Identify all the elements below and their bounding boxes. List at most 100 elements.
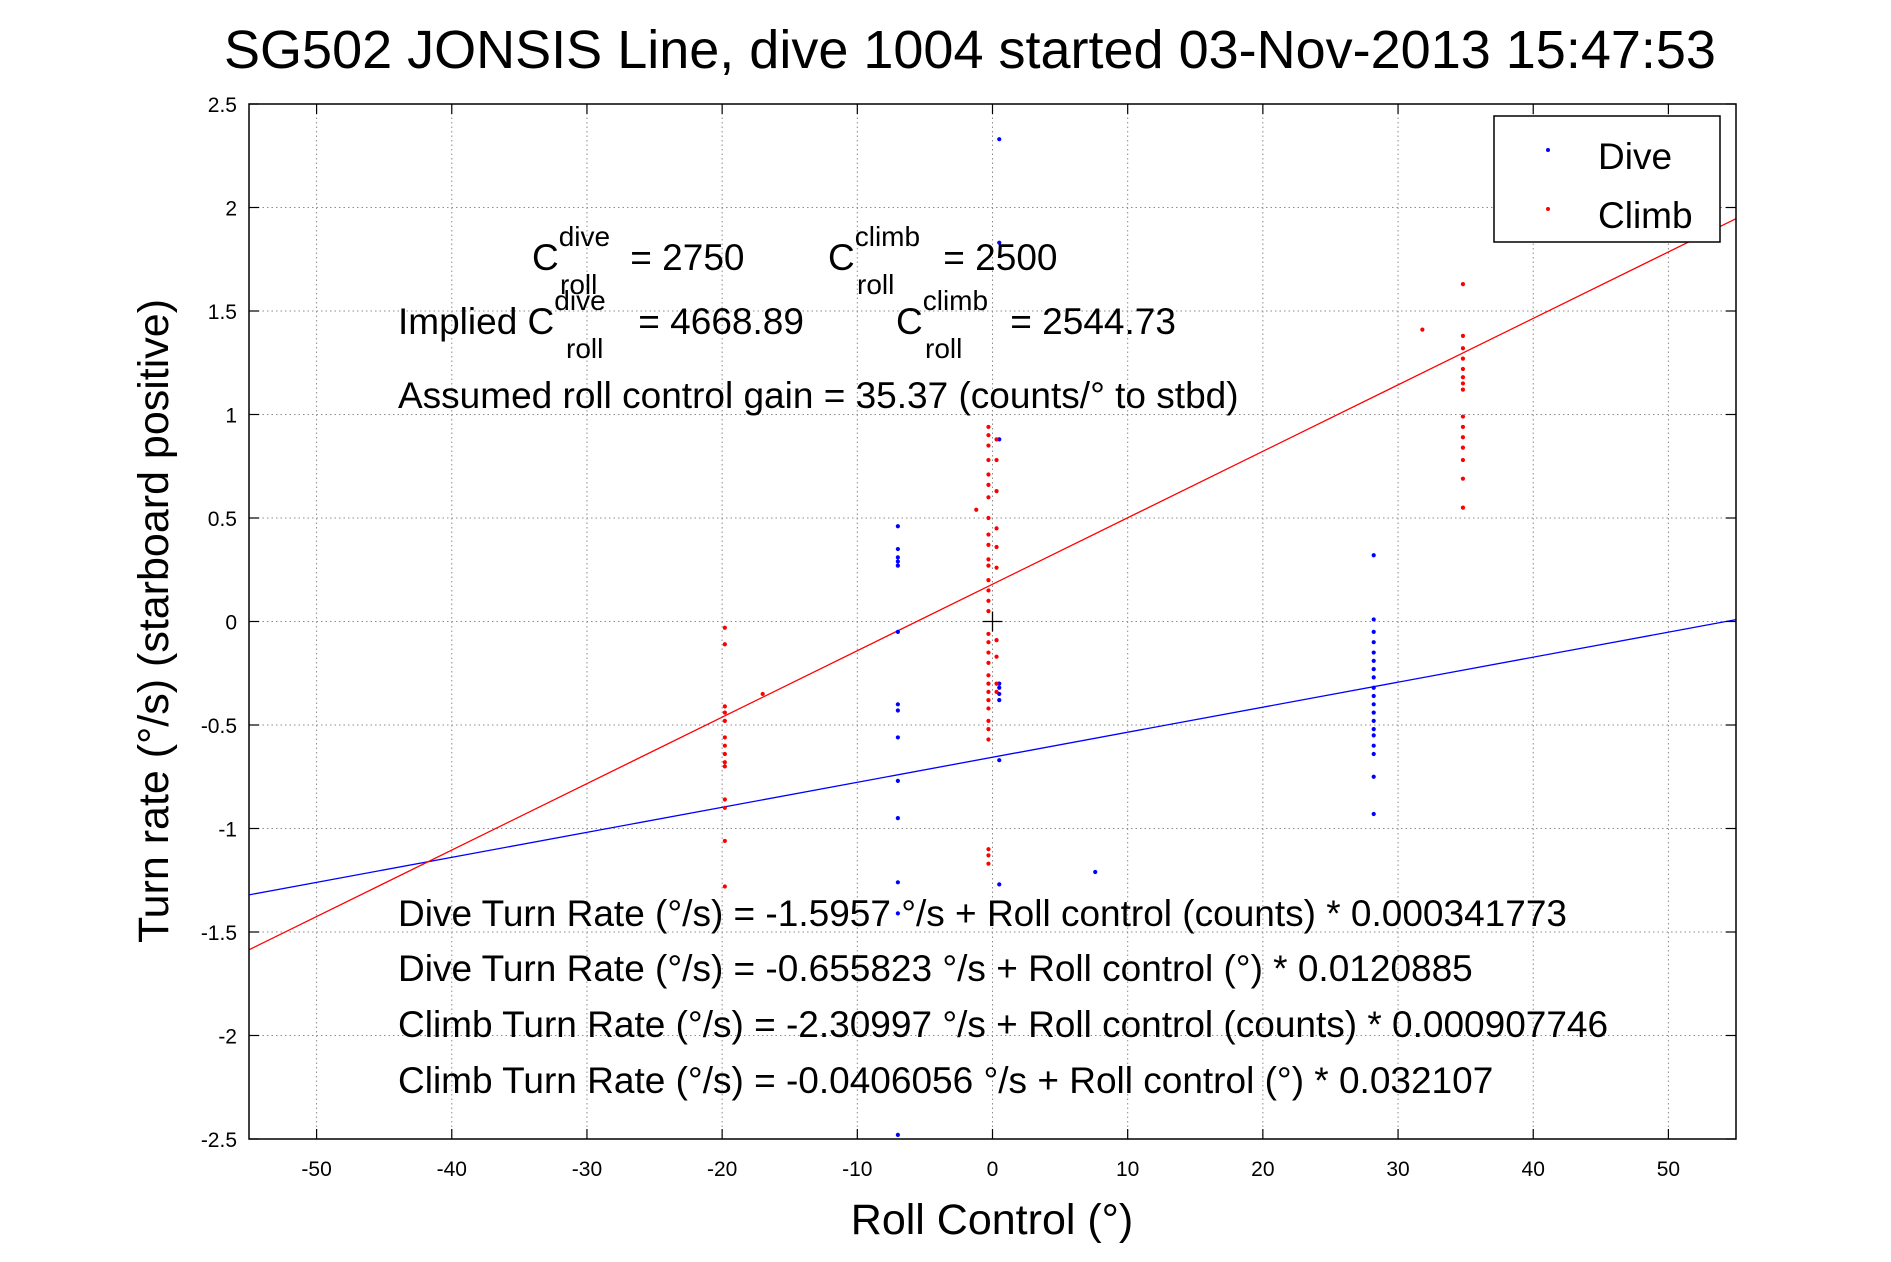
x-tick-label: -30 xyxy=(572,1158,602,1181)
dive-data-point xyxy=(895,702,900,707)
y-tick-label: -0.5 xyxy=(201,715,237,738)
climb-data-point xyxy=(994,544,999,550)
climb-data-point xyxy=(986,563,991,568)
dive-counts-equation: Dive Turn Rate (°/s) = -1.5957 °/s + Rol… xyxy=(398,893,1567,934)
origin-cross-marker xyxy=(982,611,1003,632)
climb-data-point xyxy=(994,689,999,694)
implied-dive-sup: dive xyxy=(554,285,605,316)
dive-data-point xyxy=(895,880,900,885)
climb-data-point xyxy=(994,681,999,686)
climb-data-point xyxy=(1460,476,1466,481)
c-dive-base: C xyxy=(532,237,559,278)
y-axis-label: Turn rate (°/s) (starboard positive) xyxy=(130,299,178,943)
x-axis-label: Roll Control (°) xyxy=(851,1196,1133,1244)
y-tick-label: -1 xyxy=(218,819,237,842)
implied-climb-sub: roll xyxy=(925,333,962,364)
climb-data-point xyxy=(1460,333,1466,338)
climb-data-point xyxy=(986,495,991,500)
implied-dive-value: = 4668.89 xyxy=(628,301,804,342)
climb-data-point xyxy=(986,609,991,614)
dive-data-point xyxy=(1371,553,1376,558)
dive-data-point xyxy=(1371,640,1376,645)
climb-data-point xyxy=(1460,424,1466,430)
climb-data-point xyxy=(986,706,991,711)
climb-data-point xyxy=(1460,414,1466,419)
dive-data-point xyxy=(1371,811,1376,817)
climb-data-point xyxy=(986,681,991,686)
climb-data-point xyxy=(986,433,991,438)
climb-data-point xyxy=(1460,375,1466,380)
dive-data-point xyxy=(997,137,1002,142)
dive-fit-line xyxy=(248,618,1737,896)
climb-data-point xyxy=(986,578,991,583)
dive-data-point xyxy=(1371,650,1376,655)
x-tick-label: 50 xyxy=(1657,1158,1680,1181)
dive-data-point xyxy=(997,685,1002,690)
climb-degrees-equation: Climb Turn Rate (°/s) = -0.0406056 °/s +… xyxy=(398,1060,1493,1101)
climb-data-point xyxy=(986,853,991,858)
dive-data-point xyxy=(1371,617,1376,622)
gain-annotation: Assumed roll control gain = 35.37 (count… xyxy=(398,375,1239,416)
climb-data-point xyxy=(986,557,991,562)
climb-data-point xyxy=(986,588,991,593)
climb-data-point xyxy=(994,437,999,442)
climb-data-point xyxy=(722,743,727,748)
dive-data-point xyxy=(1371,751,1376,757)
climb-data-point xyxy=(722,704,727,709)
climb-data-point xyxy=(994,638,999,643)
climb-data-point xyxy=(722,797,727,802)
x-tick-label: -40 xyxy=(437,1158,467,1181)
dive-data-point xyxy=(1371,702,1376,707)
c-dive-sub: roll xyxy=(560,269,597,300)
x-tick-label: 20 xyxy=(1251,1158,1274,1181)
dive-data-point xyxy=(895,563,900,568)
climb-data-point xyxy=(722,838,727,844)
legend-dive-label: Dive xyxy=(1598,136,1672,177)
climb-data-point xyxy=(986,673,991,678)
climb-data-point xyxy=(1460,346,1466,351)
climb-data-point xyxy=(994,654,999,659)
climb-data-point xyxy=(974,507,979,512)
dive-data-point xyxy=(997,758,1002,763)
dive-data-point xyxy=(1371,774,1376,779)
climb-data-point xyxy=(986,660,991,666)
dive-data-point xyxy=(895,524,900,529)
climb-data-point xyxy=(722,735,727,740)
climb-data-point xyxy=(986,542,991,548)
y-tick-label: 2.5 xyxy=(208,94,237,117)
climb-data-point xyxy=(986,457,991,463)
climb-data-point xyxy=(986,515,991,521)
legend-box xyxy=(1493,115,1721,243)
equation-annotations: Dive Turn Rate (°/s) = -1.5957 °/s + Rol… xyxy=(398,893,1608,1101)
climb-data-point xyxy=(986,598,991,603)
x-tick-label: 0 xyxy=(987,1158,999,1181)
implied-climb-value: = 2544.73 xyxy=(1000,301,1176,342)
dive-data-point xyxy=(895,735,900,740)
data-points xyxy=(722,137,1466,1137)
fit-lines xyxy=(248,218,1737,951)
climb-data-point xyxy=(1460,387,1466,392)
implied-climb-sup: climb xyxy=(923,285,988,316)
c-climb-sub: roll xyxy=(857,269,894,300)
y-tick-label: 1 xyxy=(225,405,237,428)
climb-data-point xyxy=(986,718,991,723)
climb-data-point xyxy=(986,482,991,487)
climb-data-point xyxy=(986,698,991,703)
implied-climb-base: C xyxy=(896,301,923,342)
dive-data-point xyxy=(895,555,900,560)
c-climb-value: = 2500 xyxy=(933,237,1057,278)
climb-data-point xyxy=(1460,281,1466,287)
climb-data-point xyxy=(722,718,727,723)
climb-data-point xyxy=(994,526,999,531)
dive-data-point xyxy=(895,778,900,783)
c-roll-annotations: Cdive roll = 2750 Cclimb roll = 2500 Impli… xyxy=(398,221,1239,416)
dive-data-point xyxy=(1371,667,1376,672)
dive-data-point xyxy=(895,708,900,713)
climb-data-point xyxy=(994,457,999,463)
climb-data-point xyxy=(994,488,999,494)
climb-data-point xyxy=(722,625,727,630)
dive-data-point xyxy=(997,882,1002,887)
